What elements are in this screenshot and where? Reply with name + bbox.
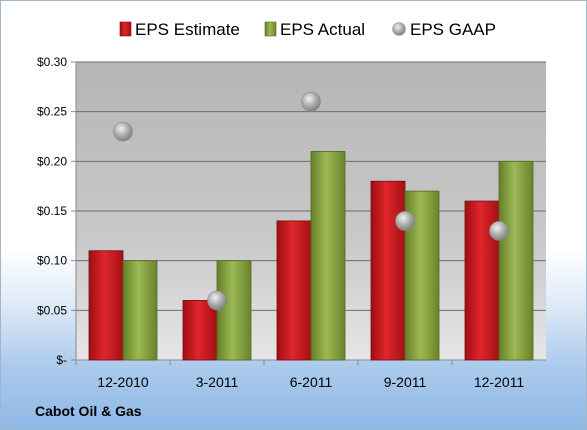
bar-eps-estimate bbox=[182, 299, 218, 361]
y-tick-label: $0.15 bbox=[37, 204, 67, 218]
marker-eps-gaap bbox=[207, 290, 227, 311]
x-tick-label: 12-2010 bbox=[97, 374, 149, 390]
legend-label: EPS GAAP bbox=[410, 20, 496, 39]
x-tick-label: 6-2011 bbox=[290, 374, 333, 390]
y-tick-label: $0.20 bbox=[37, 154, 67, 168]
y-tick-label: $0.25 bbox=[37, 105, 67, 119]
y-tick-label: $0.10 bbox=[37, 254, 67, 268]
bar-eps-actual bbox=[310, 150, 346, 361]
legend-swatch bbox=[264, 21, 277, 37]
bar-eps-actual bbox=[216, 260, 252, 361]
marker-eps-gaap bbox=[395, 211, 415, 231]
bar-eps-estimate bbox=[370, 180, 406, 361]
marker-eps-gaap bbox=[489, 221, 509, 241]
bar-eps-actual bbox=[498, 160, 534, 361]
x-tick-label: 12-2011 bbox=[474, 374, 525, 390]
x-tick-label: 9-2011 bbox=[384, 374, 427, 390]
marker-eps-gaap bbox=[301, 91, 321, 112]
legend-swatch bbox=[392, 22, 406, 36]
legend-label: EPS Estimate bbox=[135, 20, 240, 39]
bar-eps-estimate bbox=[88, 250, 124, 361]
bar-eps-actual bbox=[122, 260, 158, 361]
y-tick-label: $0.05 bbox=[37, 303, 67, 317]
x-tick-label: 3-2011 bbox=[196, 374, 239, 390]
marker-eps-gaap bbox=[113, 121, 133, 142]
y-tick-label: $0.30 bbox=[37, 55, 67, 69]
legend-label: EPS Actual bbox=[280, 20, 365, 39]
legend-swatch bbox=[119, 21, 132, 37]
y-tick-label: $- bbox=[56, 353, 67, 367]
company-name: Cabot Oil & Gas bbox=[35, 403, 142, 419]
bar-eps-estimate bbox=[276, 220, 312, 361]
